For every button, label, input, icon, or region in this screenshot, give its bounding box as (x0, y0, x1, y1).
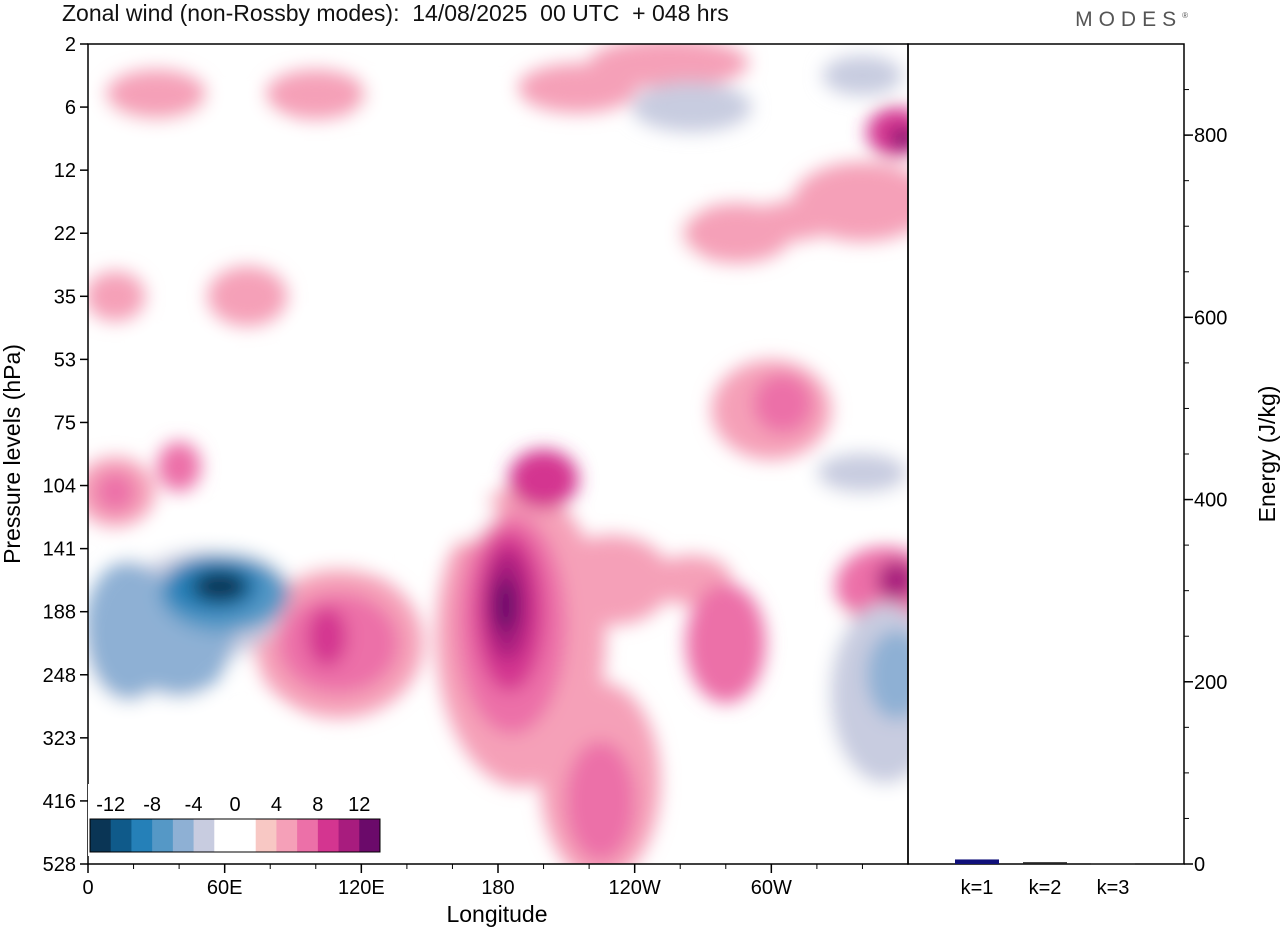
contour-blob (754, 200, 835, 241)
x-tick-label: 60W (751, 877, 792, 899)
colorbar-tick-label: -4 (185, 794, 203, 816)
contour-blob (876, 560, 908, 601)
contour-blob (817, 452, 908, 493)
bar-category-label: k=3 (1097, 877, 1130, 899)
contour-blob (164, 98, 285, 179)
colorbar-tick-label: 4 (271, 794, 282, 816)
colorbar-tick-label: 12 (348, 794, 370, 816)
colorbar-swatch (317, 819, 340, 852)
contour-blob (866, 629, 908, 720)
y-tick-label: 416 (43, 791, 76, 813)
y-tick-label: 188 (43, 602, 76, 624)
contour-blob (565, 740, 636, 861)
y-axis-title: Pressure levels (hPa) (0, 344, 25, 564)
colorbar-legend: -12 -8 -4 0 4 8 12 (88, 784, 382, 856)
contour-blob (554, 193, 715, 274)
y-tick-label: 6 (65, 97, 76, 119)
colorbar-frame (89, 818, 381, 853)
colorbar-swatch (110, 819, 132, 852)
brand-logo: MODES® (1075, 8, 1188, 32)
contour-blobs (88, 44, 908, 864)
contour-blob (891, 128, 908, 149)
contour-blob (157, 441, 202, 492)
contour-blob (492, 577, 517, 634)
contour-blob (265, 69, 366, 120)
y-tick-label: 75 (54, 412, 76, 434)
energy-bars: k=1 k=2 k=3 (955, 859, 1135, 899)
energy-bar (1023, 862, 1067, 864)
x-tick-label: 180 (481, 877, 514, 899)
colorbar-tick-label: 0 (229, 794, 240, 816)
longitude-axis: 0 60E 120E 180 120W 60W (82, 864, 863, 899)
colorbar-swatch (255, 819, 277, 852)
contour-blob (752, 373, 813, 434)
x-tick-label: 120W (609, 877, 661, 899)
y-tick-label: 2 (65, 34, 76, 56)
energy-tick-label: 400 (1194, 490, 1227, 512)
colorbar-swatch (338, 819, 360, 852)
energy-tick-label: 200 (1194, 672, 1227, 694)
energy-bar (955, 859, 999, 864)
energy-bar (1091, 863, 1135, 865)
energy-tick-label: 0 (1194, 854, 1205, 876)
colorbar-swatch (235, 819, 257, 852)
colorbar-swatch (90, 819, 112, 852)
contour-blob (95, 471, 136, 512)
energy-axis: 0 200 400 600 800 (1184, 89, 1227, 876)
contour-blob (307, 606, 348, 667)
contour-blob (88, 560, 174, 701)
y-tick-label: 104 (43, 476, 76, 498)
contour-blob (139, 341, 220, 378)
x-tick-label: 120E (338, 877, 385, 899)
contour-blob (192, 570, 249, 603)
contour-blob (631, 82, 752, 133)
colorbar-tick-label: -12 (96, 794, 125, 816)
colorbar-swatch (214, 819, 236, 852)
bar-category-label: k=1 (961, 877, 994, 899)
energy-axis-title: Energy (J/kg) (1254, 386, 1280, 523)
y-tick-label: 12 (54, 160, 76, 182)
contour-blob (207, 266, 288, 327)
colorbar-swatch (152, 819, 174, 852)
y-tick-label: 528 (43, 854, 76, 876)
contour-blob (588, 44, 749, 88)
energy-tick-label: 800 (1194, 125, 1227, 147)
contour-blob (551, 535, 672, 626)
colorbar-swatch (172, 819, 195, 852)
energy-tick-label: 600 (1194, 307, 1227, 329)
contour-blob (349, 80, 510, 121)
colorbar-swatch (131, 819, 153, 852)
y-tick-label: 323 (43, 728, 76, 750)
colorbar-swatch (359, 819, 381, 852)
colorbar-swatch (193, 819, 215, 852)
energy-panel-frame (907, 43, 1185, 865)
y-tick-label: 22 (54, 223, 76, 245)
contour-blob (298, 320, 379, 361)
chart-title: Zonal wind (non-Rossby modes): 14/08/202… (62, 0, 729, 26)
colorbar-tick-label: -8 (143, 794, 161, 816)
contour-blob (88, 271, 146, 322)
x-tick-label: 0 (82, 877, 93, 899)
contour-blob (508, 449, 579, 510)
x-axis-title: Longitude (446, 901, 547, 927)
contour-blob (106, 69, 207, 120)
brand-text: MODES (1075, 8, 1183, 31)
colorbar-tick-label: 8 (312, 794, 323, 816)
colorbar-swatch (297, 819, 319, 852)
contour-field (88, 44, 908, 864)
y-tick-label: 53 (54, 349, 76, 371)
colorbar-swatch (276, 819, 298, 852)
x-tick-label: 60E (207, 877, 243, 899)
bar-category-label: k=2 (1029, 877, 1062, 899)
y-tick-label: 141 (43, 539, 76, 561)
y-tick-label: 35 (54, 286, 76, 308)
contour-blob (407, 492, 498, 543)
y-tick-label: 248 (43, 665, 76, 687)
contour-blob (685, 583, 766, 704)
pressure-axis: 2 6 12 22 35 53 75 104 141 188 248 323 416 528 (43, 34, 88, 876)
registered-mark-icon: ® (1182, 11, 1188, 20)
contour-blob (822, 55, 903, 96)
